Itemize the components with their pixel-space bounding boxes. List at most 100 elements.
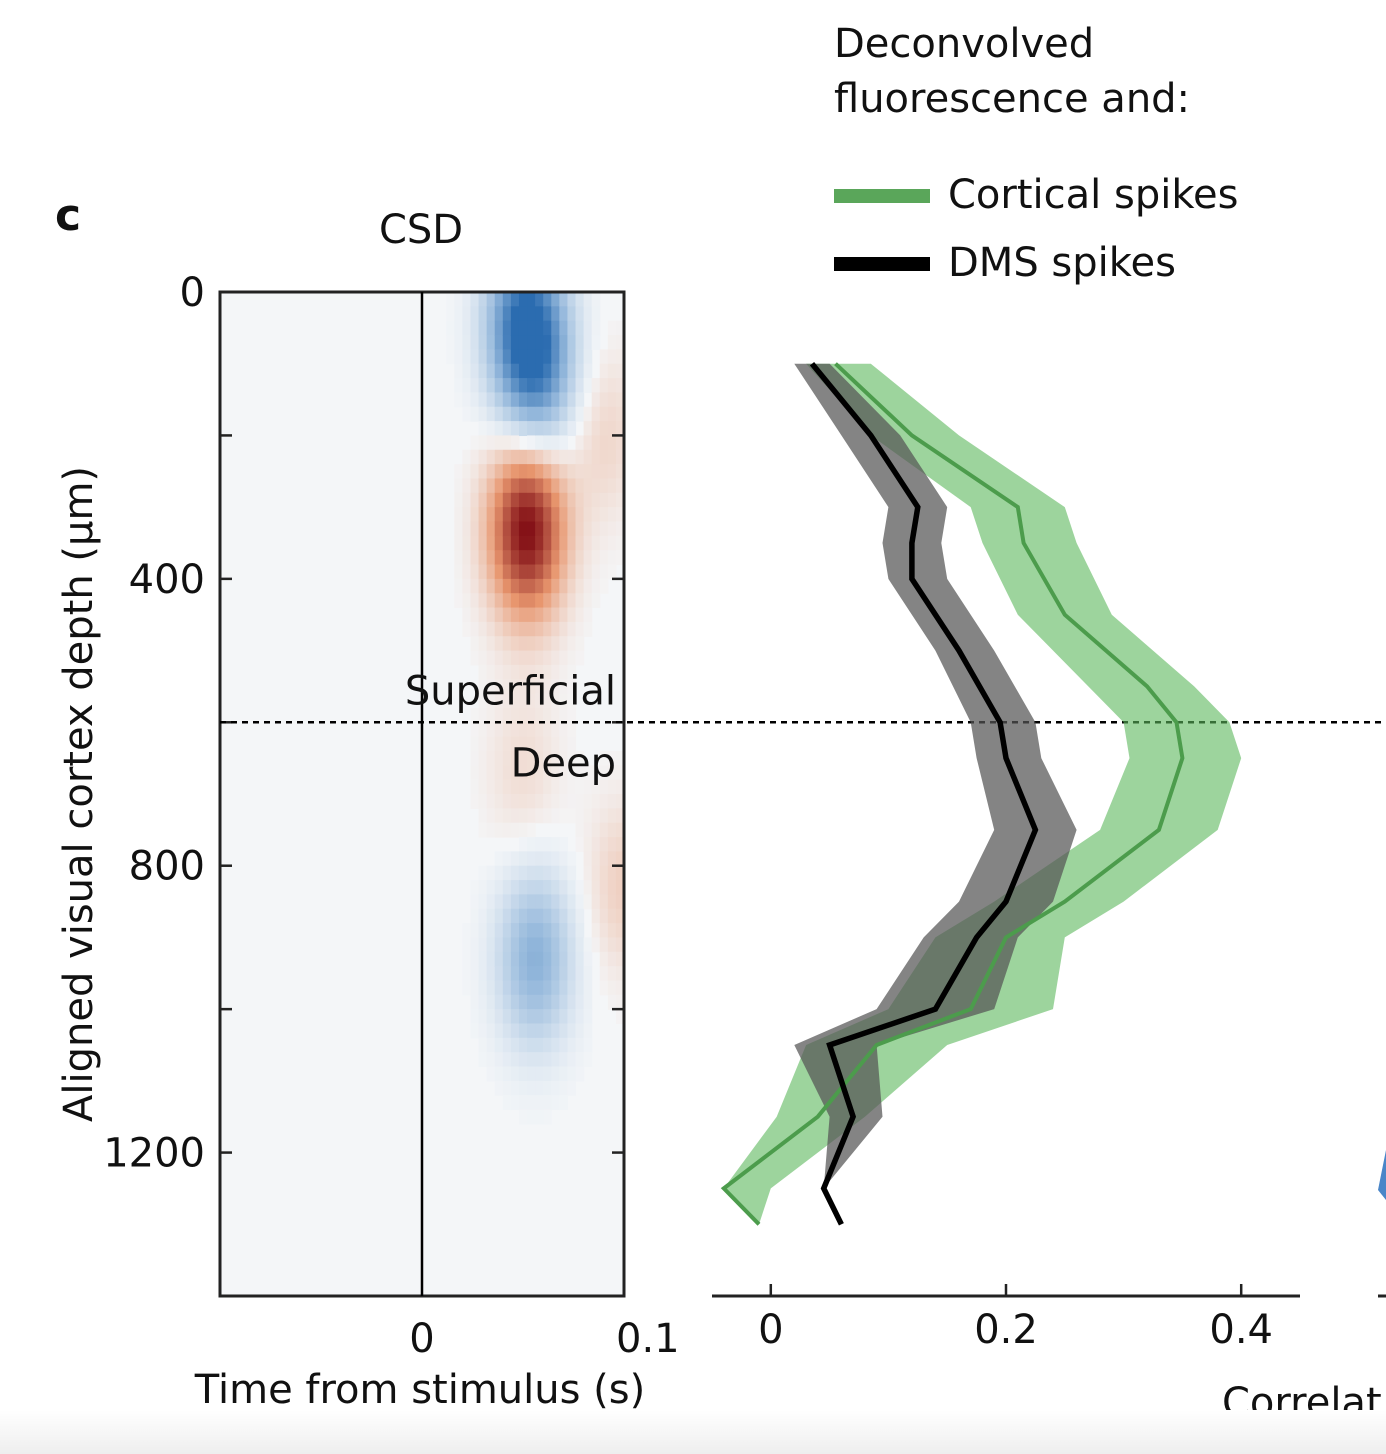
heatmap-cell [518, 593, 528, 609]
heatmap-cell [615, 406, 624, 422]
heatmap-cell [527, 693, 536, 709]
heatmap-cell [510, 363, 520, 379]
heatmap-cell [486, 435, 496, 451]
heatmap-cell [559, 851, 569, 867]
heatmap-cell [462, 550, 472, 566]
heatmap-cell [567, 650, 577, 666]
heatmap-cell [607, 779, 617, 795]
heatmap-cell [478, 535, 488, 551]
heatmap-cell [494, 564, 504, 580]
heatmap-cell [462, 607, 472, 623]
heatmap-cell [591, 923, 601, 939]
heatmap-cell [527, 621, 536, 637]
heatmap-cell [543, 521, 552, 537]
heatmap-cell [527, 908, 536, 924]
heatmap-cell [518, 507, 528, 523]
heatmap-cell [567, 363, 577, 379]
heatmap-cell [615, 865, 624, 881]
heatmap-cell [559, 593, 569, 609]
heatmap-cell [454, 292, 463, 307]
heatmap-cell [615, 449, 624, 465]
heatmap-cell [583, 335, 593, 350]
heatmap-cell [510, 1052, 520, 1068]
heatmap-cell [502, 693, 512, 709]
heatmap-cell [454, 349, 463, 365]
heatmap-cell [607, 478, 617, 494]
heatmap-cell [575, 306, 585, 322]
heatmap-cell [591, 794, 601, 809]
heatmap-cell [615, 923, 624, 939]
heatmap-cell [454, 492, 463, 508]
heatmap-cell [486, 521, 496, 537]
heatmap-cell [591, 593, 601, 609]
heatmap-cell [502, 1009, 512, 1025]
heatmap-cell [527, 1009, 536, 1025]
heatmap-cell [494, 1037, 504, 1053]
heatmap-cell [551, 994, 560, 1010]
heatmap-cell [551, 750, 560, 766]
heatmap-cell [583, 378, 593, 393]
heatmap-cell [502, 435, 512, 451]
heatmap-cell [599, 880, 609, 895]
heatmap-cell [543, 994, 552, 1010]
heatmap-cell [478, 794, 488, 809]
heatmap-cell [583, 507, 593, 523]
heatmap-cell [551, 650, 560, 666]
heatmap-cell [599, 363, 609, 379]
heatmap-cell [478, 349, 488, 365]
heatmap-cell [535, 994, 544, 1010]
heatmap-cell [607, 808, 617, 824]
heatmap-cell [486, 378, 496, 393]
heatmap-cell [462, 535, 472, 551]
heatmap-cell [583, 578, 593, 594]
heatmap-cell [510, 578, 520, 594]
heatmap-cell [607, 980, 617, 996]
heatmap-cell [583, 1009, 593, 1025]
heatmap-cell [518, 636, 528, 652]
heatmap-cell [510, 535, 520, 551]
heatmap-cell [551, 320, 560, 336]
heatmap-cell [575, 894, 585, 910]
correlation-tick-label: 0.2 [974, 1307, 1038, 1353]
heatmap-cell [527, 492, 536, 508]
heatmap-cell [518, 1095, 528, 1111]
heatmap-cell [527, 880, 536, 895]
heatmap-cell [607, 507, 617, 523]
heatmap-cell [502, 392, 512, 408]
heatmap-cell [607, 521, 617, 537]
heatmap-cell [583, 535, 593, 551]
heatmap-cell [527, 722, 536, 738]
heatmap-cell [527, 837, 536, 852]
heatmap-cell [599, 478, 609, 494]
heatmap-cell [559, 449, 569, 465]
heatmap-cell [470, 478, 480, 494]
heatmap-cell [518, 1037, 528, 1053]
heatmap-cell [615, 765, 624, 781]
heatmap-cell [559, 478, 569, 494]
heatmap-cell [462, 378, 472, 393]
heatmap-cell [591, 521, 601, 537]
depth-tick-label: 400 [129, 557, 205, 603]
heatmap-cell [462, 320, 472, 336]
heatmap-cell [502, 664, 512, 680]
heatmap-cell [494, 923, 504, 939]
heatmap-cell [518, 750, 528, 766]
heatmap-cell [599, 564, 609, 580]
heatmap-cell [591, 449, 601, 465]
heatmap-cell [599, 923, 609, 939]
heatmap-cell [599, 794, 609, 809]
heatmap-cell [510, 564, 520, 580]
heatmap-cell [510, 1095, 520, 1111]
heatmap-cell [607, 406, 617, 422]
heatmap-cell [527, 535, 536, 551]
heatmap-cell [510, 923, 520, 939]
heatmap-cell [559, 994, 569, 1010]
heatmap-cell [470, 593, 480, 609]
heatmap-cell [535, 521, 544, 537]
heatmap-cell [454, 392, 463, 408]
heatmap-cell [478, 865, 488, 881]
heatmap-cell [607, 765, 617, 781]
heatmap-cell [478, 1037, 488, 1053]
heatmap-cell [535, 779, 544, 795]
heatmap-cell [486, 593, 496, 609]
